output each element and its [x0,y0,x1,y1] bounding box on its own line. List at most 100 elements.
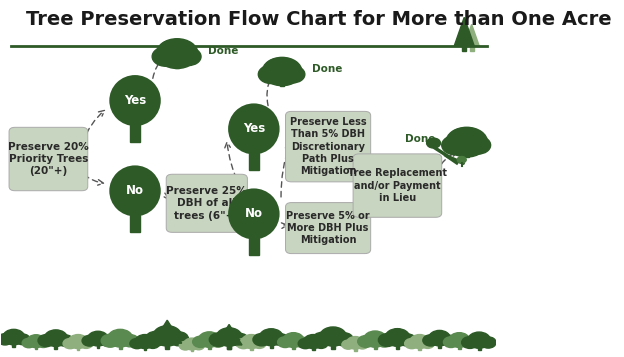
Bar [464,147,469,157]
Bar [477,347,480,350]
Bar [249,238,259,255]
Bar [470,45,474,51]
Circle shape [295,337,309,347]
Circle shape [135,335,155,348]
Circle shape [429,331,451,346]
FancyBboxPatch shape [286,202,371,253]
Ellipse shape [228,104,280,155]
Circle shape [461,129,483,145]
Circle shape [57,335,73,346]
Bar [130,215,140,232]
Circle shape [258,65,284,84]
Circle shape [27,335,45,348]
Circle shape [281,66,305,83]
Circle shape [87,331,108,346]
Polygon shape [454,17,474,46]
Circle shape [273,334,289,346]
Circle shape [146,339,160,348]
Circle shape [410,335,429,348]
Polygon shape [216,325,242,345]
Circle shape [79,339,93,348]
Bar [54,345,57,348]
Circle shape [241,335,261,348]
Circle shape [101,334,119,347]
Circle shape [38,335,55,347]
Text: Tree Preservation Flow Chart for More than One Acre: Tree Preservation Flow Chart for More th… [26,10,612,29]
Circle shape [22,338,36,348]
Circle shape [421,339,434,348]
Circle shape [44,330,67,346]
Circle shape [480,337,496,348]
Bar [175,58,180,69]
Bar [191,349,193,351]
Circle shape [122,335,139,347]
Text: Tree Replacement
and/or Payment
in Lieu: Tree Replacement and/or Payment in Lieu [348,168,447,203]
Circle shape [153,326,182,346]
Circle shape [198,332,220,347]
Circle shape [404,338,419,349]
Circle shape [313,332,332,346]
Bar [458,346,461,349]
FancyBboxPatch shape [353,154,442,217]
Bar [12,343,15,347]
Circle shape [385,329,410,346]
Bar [250,347,253,350]
Circle shape [450,129,473,145]
FancyBboxPatch shape [9,127,88,191]
Circle shape [346,337,364,349]
Polygon shape [155,328,180,337]
Circle shape [314,339,328,348]
Circle shape [69,335,88,348]
Text: Preserve 25%
DBH of all
trees (6"+): Preserve 25% DBH of all trees (6"+) [167,186,247,221]
Circle shape [378,333,396,347]
Circle shape [193,336,208,347]
Circle shape [444,337,459,347]
Circle shape [108,330,132,347]
Bar [208,346,211,349]
Circle shape [303,335,323,348]
Text: Yes: Yes [243,122,265,135]
Circle shape [442,135,469,155]
Ellipse shape [109,75,161,126]
Bar [312,347,314,350]
Circle shape [376,336,392,347]
Circle shape [441,335,456,346]
Circle shape [169,332,188,346]
Bar [418,347,421,350]
Circle shape [468,332,490,348]
Circle shape [423,335,439,346]
Circle shape [356,340,368,349]
Text: Preserve Less
Than 5% DBH
Discretionary
Path Plus
Mitigation: Preserve Less Than 5% DBH Discretionary … [290,117,366,176]
Circle shape [253,339,266,348]
Bar [227,345,231,349]
Circle shape [446,127,487,157]
Circle shape [461,337,475,347]
Text: Done: Done [405,134,436,144]
Circle shape [209,333,228,346]
Bar [165,343,169,347]
Polygon shape [218,332,240,340]
Circle shape [262,57,302,86]
Circle shape [342,340,354,349]
Circle shape [82,335,97,346]
FancyBboxPatch shape [286,111,371,182]
Text: No: No [245,207,263,220]
Text: Preserve 5% or
More DBH Plus
Mitigation: Preserve 5% or More DBH Plus Mitigation [286,211,370,246]
Text: Done: Done [208,46,239,56]
Circle shape [130,338,144,349]
Bar [165,344,169,348]
Circle shape [260,329,283,346]
Bar [227,345,231,348]
Circle shape [152,47,179,66]
Circle shape [210,336,225,347]
Polygon shape [153,320,182,343]
Circle shape [399,334,416,346]
Ellipse shape [228,188,280,240]
Bar [35,347,37,349]
Circle shape [0,334,13,345]
Text: Preserve 20%
Priority Trees
(20"+): Preserve 20% Priority Trees (20"+) [8,142,89,176]
Circle shape [37,338,49,347]
Bar [97,345,99,348]
Bar [331,345,335,348]
Circle shape [160,40,183,56]
